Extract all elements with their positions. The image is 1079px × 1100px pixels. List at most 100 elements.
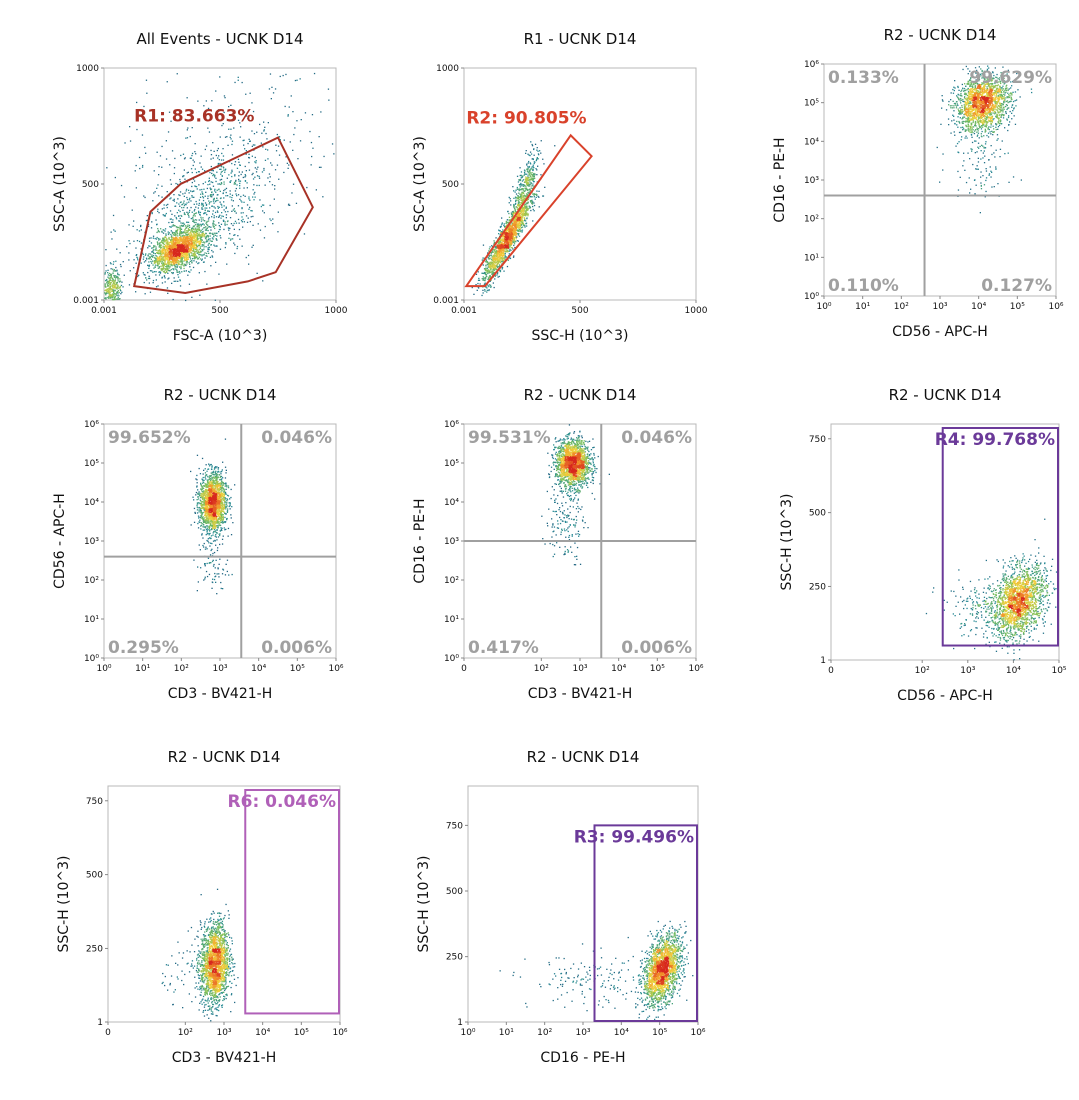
event-dot bbox=[186, 235, 188, 237]
event-dot bbox=[172, 272, 174, 275]
event-dot bbox=[181, 255, 183, 258]
event-dot bbox=[172, 224, 174, 226]
event-dot bbox=[171, 250, 173, 252]
event-dot bbox=[171, 243, 173, 246]
event-dot bbox=[162, 214, 164, 216]
event-dot bbox=[119, 252, 121, 254]
event-dot bbox=[119, 288, 121, 291]
event-dot bbox=[238, 222, 240, 224]
gate-polygon[interactable] bbox=[132, 136, 314, 295]
event-dot bbox=[164, 261, 166, 263]
event-dot bbox=[153, 170, 155, 172]
event-dot bbox=[159, 251, 162, 253]
event-dot bbox=[195, 256, 197, 258]
event-dot bbox=[177, 247, 179, 250]
event-dot bbox=[168, 261, 170, 264]
event-dot bbox=[199, 235, 201, 237]
event-dot bbox=[499, 256, 501, 258]
event-dot bbox=[225, 191, 227, 194]
event-dot bbox=[202, 195, 204, 198]
event-dot bbox=[231, 194, 234, 196]
event-dot bbox=[107, 269, 109, 271]
event-dot bbox=[222, 166, 225, 168]
event-dot bbox=[212, 170, 214, 172]
event-dot bbox=[529, 176, 532, 178]
event-dot bbox=[200, 216, 202, 218]
event-dot bbox=[116, 269, 118, 271]
event-dot bbox=[499, 241, 501, 244]
event-dot bbox=[119, 263, 122, 266]
event-dot bbox=[516, 221, 519, 223]
event-dot bbox=[521, 175, 524, 177]
event-dot bbox=[527, 162, 529, 164]
event-dot bbox=[182, 231, 185, 233]
event-dot bbox=[494, 275, 496, 277]
event-dot bbox=[112, 295, 114, 297]
event-dot bbox=[198, 229, 200, 232]
event-dot bbox=[219, 168, 221, 170]
event-dot bbox=[154, 257, 156, 260]
event-dot bbox=[109, 262, 112, 264]
event-dot bbox=[192, 220, 194, 222]
event-dot bbox=[193, 256, 195, 258]
event-dot bbox=[288, 203, 290, 205]
event-dot bbox=[164, 271, 167, 274]
event-dot bbox=[157, 242, 159, 245]
event-dot bbox=[176, 244, 178, 247]
event-dot bbox=[524, 218, 526, 220]
event-dot bbox=[175, 234, 177, 236]
event-dot bbox=[252, 189, 254, 191]
event-dot bbox=[187, 226, 189, 228]
event-dot bbox=[204, 237, 207, 240]
event-dot bbox=[110, 274, 112, 277]
event-dot bbox=[487, 266, 489, 268]
event-dot bbox=[174, 259, 177, 262]
event-dot bbox=[243, 111, 246, 113]
event-dot bbox=[520, 202, 522, 205]
event-dot bbox=[199, 234, 201, 236]
event-dot bbox=[170, 221, 173, 223]
event-dot bbox=[185, 270, 187, 272]
event-dot bbox=[220, 237, 222, 239]
event-dot bbox=[256, 168, 258, 170]
event-dot bbox=[187, 228, 189, 230]
event-dot bbox=[202, 217, 204, 219]
event-dot bbox=[187, 252, 189, 254]
event-dot bbox=[481, 259, 483, 261]
event-dot bbox=[168, 256, 170, 258]
event-dot bbox=[188, 229, 191, 231]
event-dot bbox=[196, 229, 198, 231]
event-dot bbox=[493, 266, 495, 268]
event-dot bbox=[507, 246, 509, 248]
event-dot bbox=[521, 176, 523, 179]
event-dot bbox=[501, 223, 503, 225]
event-dot bbox=[218, 231, 220, 233]
event-dot bbox=[156, 231, 158, 234]
event-dot bbox=[221, 182, 223, 185]
event-dot bbox=[143, 195, 145, 197]
event-dot bbox=[530, 163, 532, 165]
event-dot bbox=[197, 100, 199, 102]
event-dot bbox=[221, 152, 223, 155]
event-dot bbox=[158, 166, 160, 168]
event-dot bbox=[235, 187, 237, 190]
event-dot bbox=[513, 239, 516, 242]
event-dot bbox=[112, 282, 114, 284]
event-dot bbox=[242, 176, 244, 179]
event-dot bbox=[163, 275, 166, 278]
event-dot bbox=[183, 175, 185, 177]
event-dot bbox=[513, 205, 515, 208]
event-dot bbox=[190, 230, 192, 232]
event-dot bbox=[490, 252, 493, 254]
event-dot bbox=[491, 273, 493, 275]
event-dot bbox=[231, 143, 233, 146]
event-dot bbox=[313, 72, 316, 75]
event-dot bbox=[120, 290, 122, 292]
event-dot bbox=[145, 219, 148, 222]
event-dot bbox=[285, 73, 287, 76]
event-dot bbox=[249, 199, 251, 201]
event-dot bbox=[159, 261, 161, 263]
event-dot bbox=[218, 215, 220, 217]
event-dot bbox=[201, 191, 203, 193]
event-dot bbox=[186, 251, 189, 253]
